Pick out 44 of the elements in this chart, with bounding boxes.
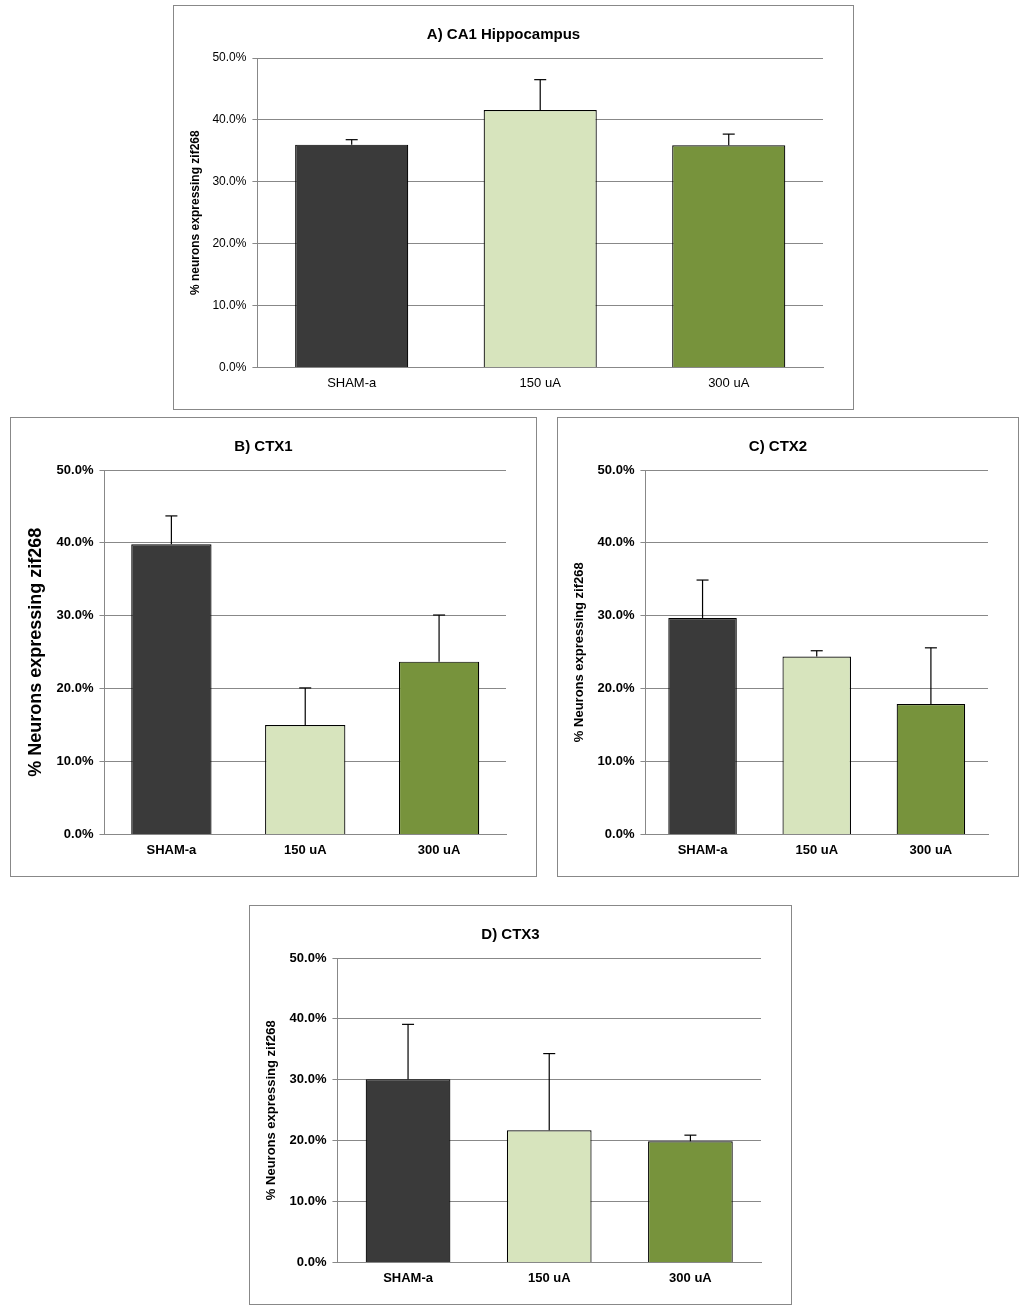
y-tick-label: 20.0%: [289, 1132, 327, 1148]
y-tick-label: 40.0%: [212, 112, 247, 127]
y-tick-label: 30.0%: [597, 607, 635, 623]
x-tick-label: SHAM-a: [327, 374, 378, 390]
y-tick-label: 50.0%: [56, 461, 94, 477]
chart-title: C) CTX2: [748, 437, 808, 455]
y-tick-label: 30.0%: [56, 607, 94, 623]
y-axis-title: % Neurons expressing zif268: [263, 1020, 279, 1201]
y-tick-label: 30.0%: [289, 1071, 327, 1087]
y-tick-label: 20.0%: [597, 680, 635, 696]
y-tick-label: 40.0%: [56, 534, 94, 550]
x-tick-label: 150 uA: [519, 374, 562, 390]
y-tick-label: 50.0%: [289, 949, 327, 965]
y-tick-label: 20.0%: [56, 680, 94, 696]
x-tick-label: 300 uA: [669, 1269, 713, 1285]
x-tick-label: SHAM-a: [383, 1269, 434, 1285]
y-tick-label: 50.0%: [212, 50, 247, 65]
y-tick-label: 40.0%: [289, 1010, 327, 1026]
y-axis-title: % neurons expressing zif268: [187, 130, 202, 296]
y-tick-label: 20.0%: [212, 235, 247, 250]
y-tick-label: 10.0%: [212, 297, 247, 312]
y-tick-label: 0.0%: [219, 359, 247, 374]
y-axis-title: % Neurons expressing zif268: [24, 527, 45, 777]
x-tick-label: 300 uA: [417, 841, 461, 857]
y-tick-label: 50.0%: [597, 461, 635, 477]
chart-title: B) CTX1: [234, 437, 293, 455]
chart-title: A) CA1 Hippocampus: [426, 25, 581, 43]
x-tick-label: 300 uA: [909, 841, 953, 857]
x-tick-label: 150 uA: [283, 841, 328, 857]
x-tick-label: 150 uA: [527, 1269, 572, 1285]
x-tick-label: SHAM-a: [677, 841, 729, 857]
chart-title: D) CTX3: [481, 925, 540, 943]
y-axis-title: % Neurons expressing zif268: [571, 562, 587, 743]
y-tick-label: 0.0%: [296, 1253, 327, 1269]
x-tick-label: 150 uA: [795, 841, 839, 857]
x-tick-label: 300 uA: [708, 374, 750, 390]
x-tick-label: SHAM-a: [146, 841, 198, 857]
y-tick-label: 0.0%: [604, 825, 635, 841]
y-tick-label: 10.0%: [597, 753, 635, 769]
y-tick-label: 0.0%: [63, 825, 94, 841]
y-tick-label: 10.0%: [289, 1193, 327, 1209]
y-tick-label: 30.0%: [212, 174, 247, 189]
y-tick-label: 10.0%: [56, 753, 94, 769]
y-tick-label: 40.0%: [597, 534, 635, 550]
